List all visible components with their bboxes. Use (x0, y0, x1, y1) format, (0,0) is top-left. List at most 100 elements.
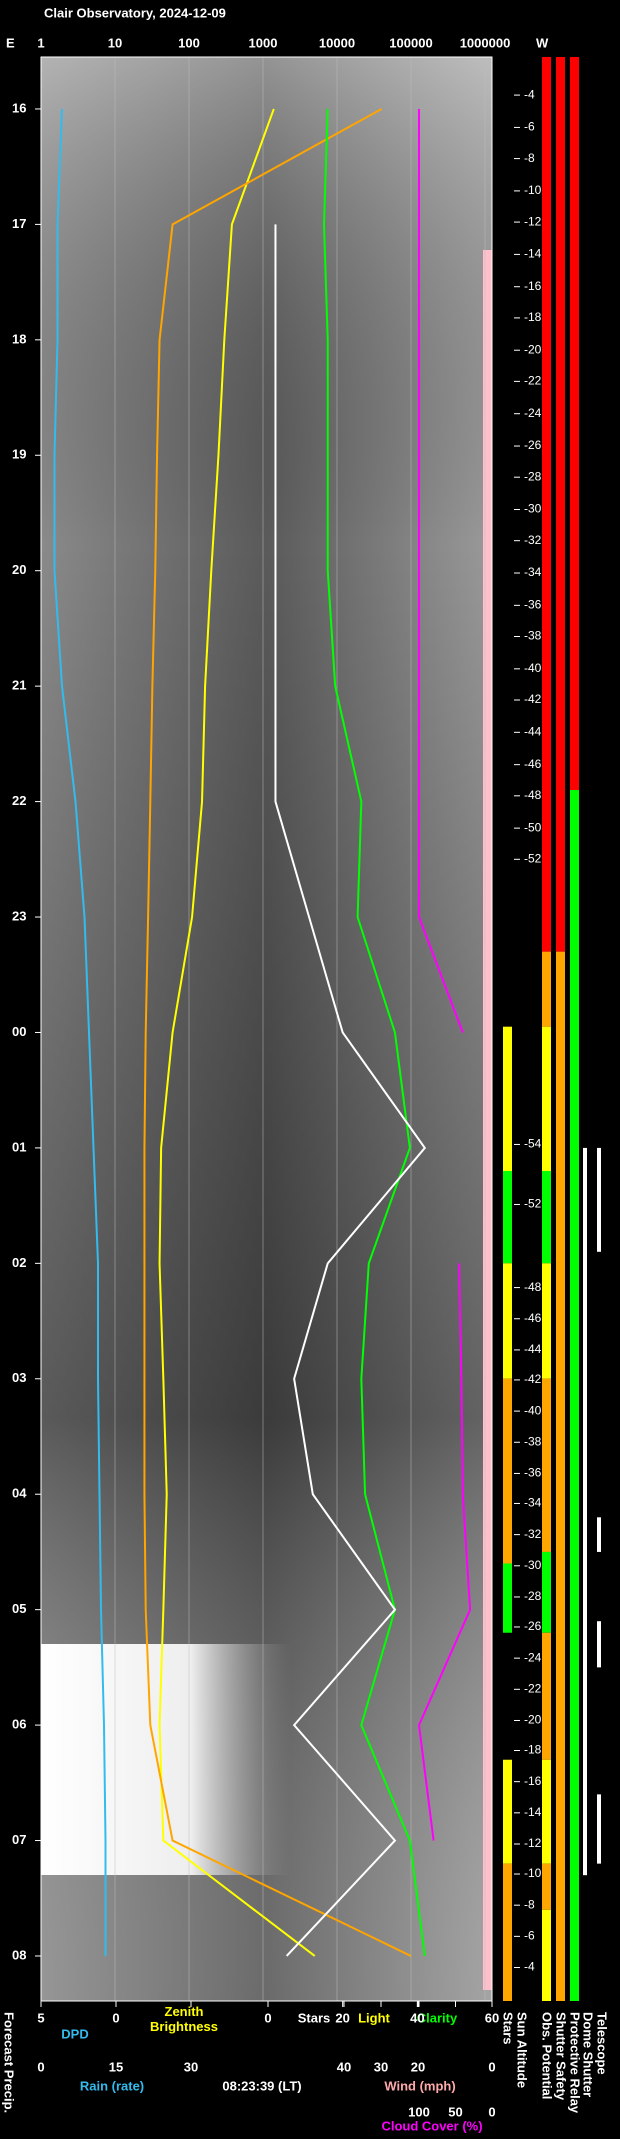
x-tick-label: 60 (485, 2010, 499, 2025)
x-tick-label: 40 (337, 2059, 351, 2074)
y-tick-label: 16 (12, 100, 26, 115)
sun-altitude-value: -24 (524, 406, 542, 420)
status-segment (570, 790, 579, 2001)
sun-altitude-value: -42 (524, 692, 542, 706)
sun-altitude-value: -36 (524, 1466, 542, 1480)
status-segment (503, 1378, 512, 1564)
sun-altitude-value: -32 (524, 533, 542, 547)
sun-altitude-value: -44 (524, 724, 542, 738)
y-tick-label: 22 (12, 793, 26, 808)
east-label: E (6, 35, 15, 50)
x-tick-label: 100000 (389, 35, 432, 50)
forecast-label: Forecast Precip. (2, 2012, 17, 2113)
status-segment (597, 1621, 601, 1668)
sun-altitude-value: -14 (524, 247, 542, 261)
status-segment (503, 1563, 512, 1633)
y-tick-label: 23 (12, 908, 26, 923)
y-tick-label: 20 (12, 562, 26, 577)
status-label: Shutter Safety (554, 2012, 569, 2101)
y-tick-label: 04 (12, 1486, 27, 1501)
sun-altitude-value: -12 (524, 1836, 542, 1850)
status-label: Telescope (595, 2012, 610, 2075)
light-label: Light (358, 2010, 390, 2025)
x-tick-label: 40 (410, 2010, 424, 2025)
sun-altitude-value: -34 (524, 1496, 542, 1510)
sun-altitude-value: -40 (524, 661, 542, 675)
sun-altitude-value: -52 (524, 1197, 542, 1211)
sun-altitude-value: -8 (524, 1897, 535, 1911)
west-label: W (536, 35, 549, 50)
status-label: Dome Shutter (581, 2012, 596, 2097)
x-tick-label: 1000 (249, 35, 278, 50)
status-segment (542, 1263, 551, 1379)
status-label: Protective Relay (568, 2012, 583, 2114)
y-tick-label: 21 (12, 678, 26, 693)
sun-altitude-value: -34 (524, 565, 542, 579)
sun-altitude-value: -18 (524, 1743, 542, 1757)
status-segment (597, 1517, 601, 1552)
zenith-label: Zenith Brightness (150, 2004, 218, 2034)
sun-altitude-value: -18 (524, 310, 542, 324)
x-tick-label: 30 (184, 2059, 198, 2074)
fog-region (41, 1644, 291, 1875)
sun-altitude-value: -46 (524, 1311, 542, 1325)
status-segment (583, 1147, 587, 1876)
sun-altitude-value: -6 (524, 120, 535, 134)
status-segment (597, 1794, 601, 1864)
status-segment (542, 57, 551, 952)
sun-altitude-value: -4 (524, 87, 535, 101)
sun-altitude-label: Sun Altitude (515, 2012, 530, 2088)
sun-altitude-value: -14 (524, 1805, 542, 1819)
sun-altitude-value: -28 (524, 1589, 542, 1603)
status-label: Obs. Potential (540, 2012, 555, 2099)
sun-altitude-value: -10 (524, 183, 542, 197)
sun-altitude-value: -44 (524, 1342, 542, 1356)
x-tick-label: 1 (37, 35, 44, 50)
x-tick-label: 10000 (319, 35, 355, 50)
series-line (322, 108, 426, 1957)
sun-altitude-value: -54 (524, 1137, 542, 1151)
x-tick-label: 0 (488, 2059, 495, 2074)
sun-altitude-value: -10 (524, 1866, 542, 1880)
stars-label: Stars (298, 2010, 331, 2025)
rain-label: Rain (rate) (80, 2078, 144, 2093)
sun-altitude-value: -52 (524, 851, 542, 865)
status-segment (503, 1759, 512, 1864)
status-label: Stars (501, 2012, 516, 2045)
chart-title: Clair Observatory, 2024-12-09 (44, 5, 226, 20)
y-tick-label: 00 (12, 1024, 26, 1039)
x-tick-label: 50 (448, 2104, 462, 2119)
status-segment (556, 57, 565, 952)
cloud-label: Cloud Cover (%) (381, 2118, 482, 2133)
sun-altitude-value: -26 (524, 1619, 542, 1633)
wind-label: Wind (mph) (384, 2078, 455, 2093)
x-tick-label: 20 (335, 2010, 349, 2025)
sun-altitude-value: -24 (524, 1650, 542, 1664)
sun-altitude-value: -6 (524, 1929, 535, 1943)
x-tick-label: 0 (488, 2104, 495, 2119)
sun-altitude-value: -26 (524, 438, 542, 452)
status-segment (503, 1170, 512, 1264)
sun-altitude-value: -30 (524, 1558, 542, 1572)
sun-altitude-value: -40 (524, 1403, 542, 1417)
series-line (53, 108, 107, 1956)
sun-altitude-value: -22 (524, 1681, 542, 1695)
sun-altitude-value: -42 (524, 1372, 542, 1386)
x-tick-label: 100 (408, 2104, 430, 2119)
sun-altitude-value: -48 (524, 1280, 542, 1294)
x-tick-label: 5 (37, 2010, 44, 2025)
y-tick-label: 05 (12, 1601, 26, 1616)
x-tick-label: 0 (264, 2010, 271, 2025)
series-line (274, 224, 427, 1957)
x-tick-label: 15 (109, 2059, 123, 2074)
y-tick-label: 19 (12, 447, 26, 462)
sun-altitude-value: -46 (524, 757, 542, 771)
status-segment (542, 1759, 551, 1864)
sun-altitude-value: -8 (524, 151, 535, 165)
status-segment (542, 1026, 551, 1171)
status-segment (542, 1378, 551, 1552)
status-segment (542, 1909, 551, 2001)
series-line (158, 108, 316, 1957)
sun-altitude-value: -16 (524, 1774, 542, 1788)
status-segment (570, 57, 579, 791)
